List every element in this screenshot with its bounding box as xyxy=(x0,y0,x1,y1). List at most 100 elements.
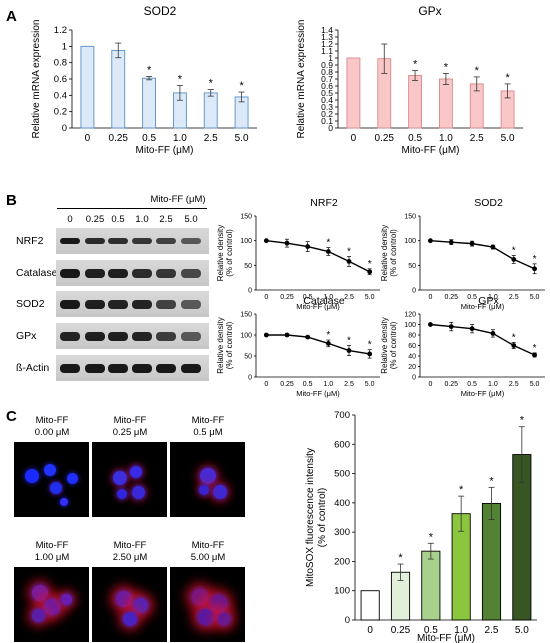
micrograph-caption-line1: Mito-FF xyxy=(35,540,69,551)
fluorescence-micrograph xyxy=(92,567,167,642)
y-tick-label: 0.5 xyxy=(321,88,333,98)
fluorescence-micrograph xyxy=(170,442,245,517)
stained-cell xyxy=(123,612,137,626)
y-tick-label: 0.4 xyxy=(54,90,67,101)
x-tick-label: 0.25 xyxy=(444,294,458,301)
stained-cell xyxy=(60,593,72,605)
y-tick-label: 50 xyxy=(408,263,416,270)
data-point xyxy=(325,341,331,346)
blot-lane-label: 5.0 xyxy=(184,214,198,225)
micrograph-caption-line1: Mito-FF xyxy=(191,415,225,426)
micrograph-caption-line1: Mito-FF xyxy=(113,415,147,426)
data-point xyxy=(284,332,290,338)
significance-star: * xyxy=(444,61,449,73)
fluorescence-micrograph xyxy=(92,442,167,517)
data-point xyxy=(490,331,496,336)
data-point xyxy=(428,238,433,244)
x-tick-label: 1.0 xyxy=(439,133,453,144)
micrograph-caption-line2: 5.00 μM xyxy=(190,551,226,563)
y-tick-label: 0.6 xyxy=(54,74,67,85)
y-tick-label: 700 xyxy=(334,410,350,421)
blot-band xyxy=(156,300,176,309)
blot-band xyxy=(108,269,128,278)
data-point xyxy=(469,326,475,332)
x-tick-label: 0.5 xyxy=(467,381,477,388)
data-point xyxy=(263,238,269,244)
y-tick-label: 150 xyxy=(404,214,416,221)
y-tick-label: 0.6 xyxy=(321,81,333,91)
x-tick-label: 2.5 xyxy=(344,381,354,388)
stained-cell xyxy=(31,608,45,622)
fluorescence-micrograph xyxy=(14,442,89,517)
stained-cell xyxy=(44,599,60,615)
y-tick-label: 150 xyxy=(240,214,252,221)
blot-band xyxy=(156,332,176,341)
y-tick-label: 1.2 xyxy=(54,25,67,36)
y-tick-label: 50 xyxy=(244,263,252,270)
blot-band xyxy=(85,364,105,373)
y-tick-label: 400 xyxy=(334,498,350,509)
x-tick-label: 0.5 xyxy=(142,133,156,144)
y-tick-label: 1.3 xyxy=(321,32,333,42)
y-tick-label: 200 xyxy=(334,556,350,567)
chart-title: SOD2 xyxy=(474,197,503,209)
x-axis-label: Mito-FF (μM) xyxy=(296,302,340,311)
blot-band xyxy=(181,300,201,309)
x-tick-label: 0 xyxy=(428,294,432,301)
y-tick-label: 0.3 xyxy=(321,102,333,112)
significance-star: * xyxy=(209,78,214,90)
y-axis-label: Relative density xyxy=(380,225,389,281)
y-tick-label: 1.4 xyxy=(321,25,333,35)
data-point xyxy=(448,324,454,329)
y-tick-label: 0.1 xyxy=(321,116,333,126)
fluorescence-micrograph xyxy=(170,567,245,642)
blot-band xyxy=(156,269,176,278)
blot-band xyxy=(156,238,176,244)
x-tick-label: 0.25 xyxy=(109,133,129,144)
stained-cell xyxy=(66,472,78,484)
blot-band xyxy=(60,269,80,278)
significance-star: * xyxy=(533,343,537,354)
x-axis-label: Mito-FF (μM) xyxy=(402,145,460,156)
bar-0.5 xyxy=(408,75,423,129)
stained-cell xyxy=(198,609,214,625)
blot-band xyxy=(60,300,80,309)
x-tick-label: 2.5 xyxy=(344,294,354,301)
y-tick-label: 120 xyxy=(404,312,416,319)
x-tick-label: 2.5 xyxy=(470,133,484,144)
y-tick-label: 0 xyxy=(412,375,416,382)
data-point xyxy=(305,244,311,249)
x-tick-label: 5.0 xyxy=(530,381,540,388)
y-tick-label: 1 xyxy=(62,41,67,52)
significance-star: * xyxy=(505,72,510,84)
y-tick-label: 100 xyxy=(240,333,252,340)
significance-star: * xyxy=(533,254,537,265)
significance-star: * xyxy=(459,484,464,496)
bar-2.5 xyxy=(203,92,218,129)
micrograph-caption-line2: 0.00 μM xyxy=(34,426,70,438)
stained-cell xyxy=(60,498,68,506)
chart-title: NRF2 xyxy=(310,197,338,209)
series-line xyxy=(430,239,535,270)
stained-cell xyxy=(131,485,145,499)
micrograph-caption-line2: 0.5 μM xyxy=(193,426,223,438)
x-tick-label: 0 xyxy=(264,294,268,301)
micrograph-caption: Mito-FF 0.5 μM xyxy=(168,415,248,438)
data-point xyxy=(511,257,517,262)
blot-band xyxy=(181,238,201,244)
y-tick-label: 0.4 xyxy=(321,95,333,105)
y-tick-label: 0 xyxy=(62,123,67,134)
x-tick-label: 0.25 xyxy=(280,381,294,388)
x-tick-label: 2.5 xyxy=(204,133,218,144)
x-tick-label: 0 xyxy=(351,133,357,144)
micrograph-caption: Mito-FF 0.25 μM xyxy=(90,415,170,438)
y-tick-label: 1.1 xyxy=(321,46,333,56)
data-point xyxy=(532,266,537,272)
blot-band xyxy=(181,364,201,373)
stained-cell xyxy=(199,485,209,495)
y-tick-label: 100 xyxy=(240,238,252,245)
y-tick-label: 0.2 xyxy=(321,109,333,119)
chart-title: Catalase xyxy=(303,295,345,307)
y-axis-label: (% of control) xyxy=(317,488,328,547)
stained-cell xyxy=(113,471,127,485)
